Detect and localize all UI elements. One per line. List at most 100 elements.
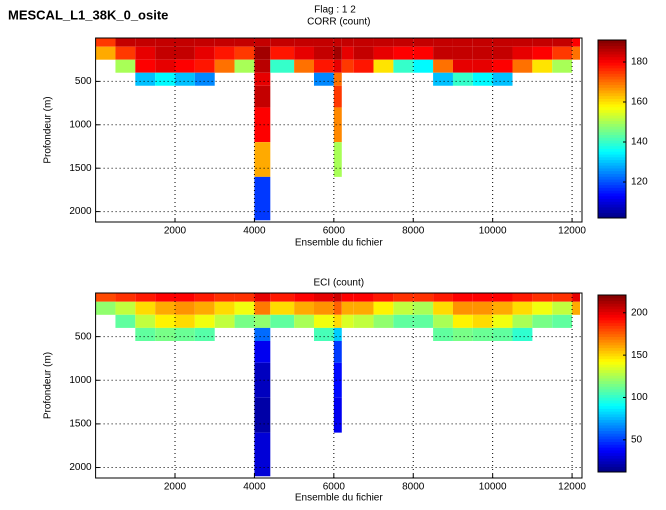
colorbar-stripe (598, 117, 626, 122)
colorbar-stripe (598, 206, 626, 211)
colorbar-tick-label: 150 (631, 350, 648, 361)
colorbar-frame (597, 294, 627, 473)
colorbar-stripe (598, 190, 626, 194)
heat-cell (194, 72, 215, 86)
x-tick-label: 6000 (323, 226, 346, 237)
heat-cell (452, 38, 473, 47)
heat-cell (532, 59, 553, 73)
colorbar-stripe (598, 358, 626, 362)
heat-cell (333, 301, 342, 315)
colorbar-stripe (598, 455, 626, 459)
heat-cell (254, 432, 271, 477)
colorbar-stripe (598, 411, 626, 415)
heat-cell (155, 59, 176, 73)
heat-cell (333, 293, 342, 302)
heat-cell (333, 85, 342, 108)
heat-cell (572, 46, 581, 60)
heat-cell (214, 314, 235, 328)
heat-cell (413, 293, 434, 302)
y-tick-label: 2000 (69, 206, 92, 217)
heat-cell (452, 314, 473, 328)
colorbar-stripe (598, 137, 626, 141)
colorbar-stripe (598, 78, 626, 83)
heat-cell (175, 46, 195, 60)
heat-cell (333, 72, 342, 86)
heat-cell (452, 293, 473, 302)
colorbar-stripe (598, 162, 626, 166)
heat-cell (341, 293, 354, 302)
colorbar-stripe (598, 209, 626, 213)
heat-cell (194, 327, 215, 341)
heat-cell (254, 72, 271, 86)
heat-cell (333, 59, 342, 73)
heat-cell (254, 314, 271, 328)
colorbar-stripe (598, 65, 626, 69)
colorbar-stripe (598, 187, 626, 191)
colorbar-stripe (598, 364, 626, 368)
x-axis-label: Ensemble du fichier (295, 238, 383, 249)
heat-cell (572, 293, 581, 302)
colorbar-tick-label: 50 (631, 434, 643, 445)
heat-cell (194, 293, 215, 302)
heat-cell (254, 85, 271, 108)
y-tick-label: 2000 (69, 462, 92, 473)
colorbar-stripe (598, 314, 626, 318)
colorbar-stripe (598, 366, 626, 371)
colorbar-stripe (598, 452, 626, 456)
heat-cell (472, 38, 493, 47)
heat-cell (333, 327, 342, 341)
colorbar-stripe (598, 317, 626, 321)
heat-cell (115, 314, 136, 328)
heat-cell (294, 46, 314, 60)
heat-cell (552, 301, 573, 315)
x-tick-label: 2000 (164, 482, 187, 493)
heat-cell (115, 293, 136, 302)
heat-cell (294, 293, 314, 302)
heat-cell (194, 59, 215, 73)
heat-cell (333, 314, 342, 328)
x-tick-label: 4000 (243, 226, 266, 237)
colorbar-stripe (598, 181, 626, 186)
heat-cell (95, 46, 116, 60)
axes-frame (95, 292, 583, 479)
heat-cell (115, 38, 136, 47)
heat-cell (452, 72, 473, 86)
heat-cell (214, 301, 235, 315)
heat-cell (333, 397, 342, 433)
heat-cell (270, 38, 295, 47)
colorbar-tick-label: 200 (631, 307, 648, 318)
heat-cell (373, 46, 394, 60)
colorbar-frame (597, 39, 627, 219)
colorbar-stripe (598, 92, 626, 97)
heat-cell (393, 46, 414, 60)
heat-cell (393, 59, 414, 73)
heat-cell (373, 301, 394, 315)
heat-cell (472, 59, 493, 73)
heat-cell (175, 314, 195, 328)
colorbar-stripe (598, 330, 626, 335)
heat-cell (155, 314, 176, 328)
heat-cell (353, 314, 374, 328)
heat-cell (433, 301, 453, 315)
colorbar-stripe (598, 350, 626, 354)
colorbar-stripe (598, 449, 626, 454)
colorbar-stripe (598, 67, 626, 72)
y-tick-label: 1000 (69, 119, 92, 130)
heat-cell (512, 327, 533, 341)
colorbar-stripe (598, 377, 626, 382)
heat-cell (353, 38, 374, 47)
heat-cell (413, 38, 434, 47)
heat-cell (492, 327, 513, 341)
heat-cell (512, 293, 533, 302)
colorbar-stripe (598, 400, 626, 404)
heat-cell (254, 176, 271, 221)
heat-cell (270, 59, 295, 73)
heat-cell (341, 46, 354, 60)
colorbar-stripe (598, 53, 626, 58)
colorbar-stripe (598, 402, 626, 407)
colorbar-stripe (598, 184, 626, 188)
colorbar-stripe (598, 103, 626, 108)
colorbar-stripe (598, 397, 626, 401)
heat-cell (115, 59, 136, 73)
heat-cell (393, 301, 414, 315)
